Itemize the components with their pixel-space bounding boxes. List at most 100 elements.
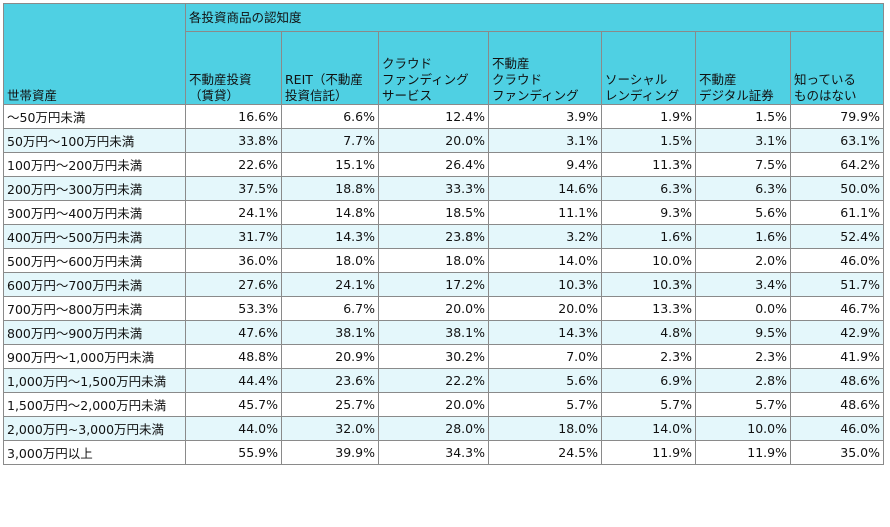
column-header-line: 投資信託） <box>285 88 348 103</box>
value-cell: 20.0% <box>378 128 489 153</box>
column-header-line: デジタル証券 <box>699 88 774 103</box>
value-cell: 11.3% <box>601 152 696 177</box>
table-row: 50万円～100万円未満 33.8% 7.7% 20.0% 3.1% 1.5% 3.1% 63… <box>3 128 884 153</box>
value-cell: 6.7% <box>281 296 379 321</box>
row-label: 300万円～400万円未満 <box>3 200 186 225</box>
table-row: 300万円～400万円未満 24.1% 14.8% 18.5% 11.1% 9.3% 5.6… <box>3 200 884 225</box>
value-cell: 4.8% <box>601 320 696 345</box>
value-cell: 52.4% <box>790 224 884 249</box>
value-cell: 3.9% <box>488 104 602 129</box>
value-cell: 48.6% <box>790 392 884 417</box>
value-cell: 1.5% <box>601 128 696 153</box>
value-cell: 3.2% <box>488 224 602 249</box>
column-header-line: 不動産 <box>699 72 737 87</box>
value-cell: 18.0% <box>488 416 602 441</box>
value-cell: 6.3% <box>601 176 696 201</box>
group-header-label: 各投資商品の認知度 <box>189 9 302 25</box>
column-header-line: ソーシャル <box>605 72 668 87</box>
column-header-line: ファンディング <box>382 72 469 87</box>
value-cell: 1.6% <box>601 224 696 249</box>
row-label: 100万円～200万円未満 <box>3 152 186 177</box>
value-cell: 2.3% <box>695 344 791 369</box>
value-cell: 38.1% <box>281 320 379 345</box>
value-cell: 20.0% <box>378 296 489 321</box>
value-cell: 46.0% <box>790 248 884 273</box>
value-cell: 47.6% <box>185 320 282 345</box>
value-cell: 18.5% <box>378 200 489 225</box>
value-cell: 24.1% <box>185 200 282 225</box>
value-cell: 44.0% <box>185 416 282 441</box>
value-cell: 50.0% <box>790 176 884 201</box>
value-cell: 14.3% <box>488 320 602 345</box>
column-header-line: 不動産 <box>492 56 530 71</box>
awareness-table: 世帯資産 各投資商品の認知度 不動産投資 （賃貸） REIT（不動産 投資信託） クラウ… <box>3 3 884 465</box>
row-label: 2,000万円~3,000万円未満 <box>3 416 186 441</box>
row-label: ～50万円未満 <box>3 104 186 129</box>
value-cell: 6.9% <box>601 368 696 393</box>
value-cell: 11.9% <box>695 440 791 465</box>
value-cell: 6.3% <box>695 176 791 201</box>
value-cell: 24.5% <box>488 440 602 465</box>
column-header-line: （賃貸） <box>189 88 240 103</box>
row-label: 1,000万円～1,500万円未満 <box>3 368 186 393</box>
column-header-line: ファンディング <box>492 88 579 103</box>
value-cell: 28.0% <box>378 416 489 441</box>
table-row: 1,500万円～2,000万円未満 45.7% 25.7% 20.0% 5.7% 5.7%… <box>3 392 884 417</box>
table-row: 200万円～300万円未満 37.5% 18.8% 33.3% 14.6% 6.3% 6.3… <box>3 176 884 201</box>
value-cell: 41.9% <box>790 344 884 369</box>
column-header-row: 不動産投資 （賃貸） REIT（不動産 投資信託） クラウド ファンディング サービス 不動産… <box>4 31 884 105</box>
table-row: 100万円～200万円未満 22.6% 15.1% 26.4% 9.4% 11.3% 7.5… <box>3 152 884 177</box>
value-cell: 0.0% <box>695 296 791 321</box>
value-cell: 46.7% <box>790 296 884 321</box>
value-cell: 5.7% <box>601 392 696 417</box>
value-cell: 10.3% <box>488 272 602 297</box>
value-cell: 3.1% <box>695 128 791 153</box>
column-header-line: ものはない <box>794 88 857 103</box>
value-cell: 13.3% <box>601 296 696 321</box>
column-header-line: REIT（不動産 <box>285 72 363 87</box>
table-row: 400万円～500万円未満 31.7% 14.3% 23.8% 3.2% 1.6% 1.6%… <box>3 224 884 249</box>
column-header-line: レンディング <box>605 88 680 103</box>
value-cell: 23.8% <box>378 224 489 249</box>
value-cell: 15.1% <box>281 152 379 177</box>
value-cell: 46.0% <box>790 416 884 441</box>
value-cell: 31.7% <box>185 224 282 249</box>
column-header-line: 不動産投資 <box>189 72 252 87</box>
value-cell: 45.7% <box>185 392 282 417</box>
value-cell: 55.9% <box>185 440 282 465</box>
value-cell: 39.9% <box>281 440 379 465</box>
row-label: 700万円～800万円未満 <box>3 296 186 321</box>
value-cell: 14.3% <box>281 224 379 249</box>
table-row: ～50万円未満 16.6% 6.6% 12.4% 3.9% 1.9% 1.5% 79.9% <box>3 104 884 129</box>
value-cell: 53.3% <box>185 296 282 321</box>
column-header-line: サービス <box>382 88 433 103</box>
row-label: 3,000万円以上 <box>3 440 186 465</box>
column-header-line: クラウド <box>492 72 543 87</box>
value-cell: 79.9% <box>790 104 884 129</box>
value-cell: 42.9% <box>790 320 884 345</box>
value-cell: 16.6% <box>185 104 282 129</box>
value-cell: 27.6% <box>185 272 282 297</box>
row-label: 600万円～700万円未満 <box>3 272 186 297</box>
value-cell: 34.3% <box>378 440 489 465</box>
value-cell: 11.1% <box>488 200 602 225</box>
row-label: 800万円～900万円未満 <box>3 320 186 345</box>
value-cell: 9.3% <box>601 200 696 225</box>
value-cell: 17.2% <box>378 272 489 297</box>
value-cell: 1.5% <box>695 104 791 129</box>
value-cell: 51.7% <box>790 272 884 297</box>
value-cell: 24.1% <box>281 272 379 297</box>
column-header-line: 知っている <box>794 72 856 87</box>
value-cell: 63.1% <box>790 128 884 153</box>
value-cell: 14.8% <box>281 200 379 225</box>
row-label: 400万円～500万円未満 <box>3 224 186 249</box>
value-cell: 7.0% <box>488 344 602 369</box>
table-row: 3,000万円以上 55.9% 39.9% 34.3% 24.5% 11.9% 11.9% 3… <box>3 440 884 465</box>
value-cell: 18.0% <box>281 248 379 273</box>
value-cell: 10.0% <box>695 416 791 441</box>
table-row: 700万円～800万円未満 53.3% 6.7% 20.0% 20.0% 13.3% 0.0… <box>3 296 884 321</box>
value-cell: 23.6% <box>281 368 379 393</box>
value-cell: 20.0% <box>378 392 489 417</box>
value-cell: 37.5% <box>185 176 282 201</box>
row-label: 900万円～1,000万円未満 <box>3 344 186 369</box>
